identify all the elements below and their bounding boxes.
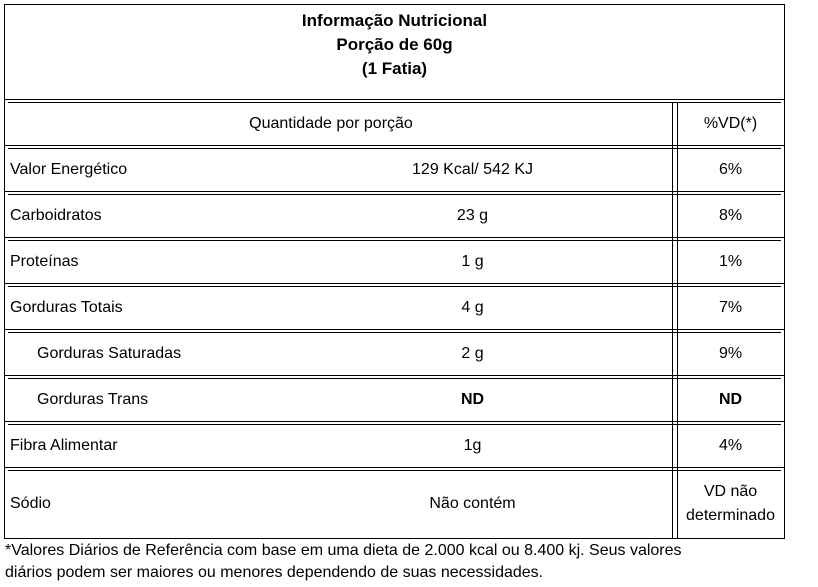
nutrient-vd: 8%: [718, 206, 743, 224]
divider: [5, 375, 784, 376]
divider: [8, 332, 781, 333]
divider: [5, 237, 784, 238]
vd-text-line: VD não: [703, 483, 758, 500]
divider: [8, 424, 781, 425]
divider: [5, 191, 784, 192]
divider: [8, 240, 781, 241]
vd-header: %VD(*): [703, 114, 758, 132]
nutrient-amount: 1 g: [461, 252, 484, 270]
amount-header: Quantidade por porção: [249, 114, 413, 132]
serving-unit: (1 Fatia): [361, 59, 428, 78]
footnote: *Valores Diários de Referência com base …: [5, 540, 817, 584]
divider: [5, 329, 784, 330]
table-row: Gorduras Totais 4 g 7%: [5, 286, 784, 329]
table-row: Gorduras Saturadas 2 g 9%: [5, 332, 784, 375]
table-title: Informação Nutricional Porção de 60g (1 …: [5, 5, 784, 100]
nutrient-amount: 23 g: [456, 206, 489, 224]
footnote-line: diários podem ser maiores ou menores dep…: [5, 564, 544, 581]
divider: [5, 467, 784, 468]
table-row: Carboidratos 23 g 8%: [5, 194, 784, 237]
column-divider: [677, 102, 678, 538]
divider: [8, 102, 781, 103]
divider: [8, 194, 781, 195]
nutrient-name: Gorduras Trans: [37, 390, 149, 408]
divider: [5, 145, 784, 146]
divider: [8, 378, 781, 379]
nutrient-name: Sódio: [10, 495, 51, 512]
divider: [5, 421, 784, 422]
nutrient-amount: ND: [460, 390, 485, 408]
nutrient-name: Gorduras Saturadas: [37, 344, 182, 362]
divider: [5, 283, 784, 284]
nutrient-amount: 2 g: [461, 344, 484, 362]
nutrient-vd: 7%: [718, 298, 743, 316]
nutrient-name: Proteínas: [10, 252, 79, 270]
nutrient-vd: 4%: [718, 436, 743, 454]
nutrient-vd: ND: [718, 390, 743, 408]
table-row: Gorduras Trans ND ND: [5, 378, 784, 421]
nutrient-amount: 1g: [463, 436, 482, 454]
divider: [5, 99, 784, 100]
nutrient-name: Fibra Alimentar: [10, 436, 118, 454]
divider: [8, 470, 781, 471]
nutrient-vd: 1%: [718, 252, 743, 270]
nutrient-name: Valor Energético: [10, 160, 128, 178]
nutrient-name: Carboidratos: [10, 206, 102, 224]
divider: [8, 286, 781, 287]
divider: [8, 148, 781, 149]
nutrient-vd: 9%: [718, 344, 743, 362]
nutrient-name: Gorduras Totais: [10, 298, 123, 316]
footnote-line: *Valores Diários de Referência com base …: [5, 542, 682, 559]
nutrient-amount: Não contém: [429, 495, 516, 512]
nutrition-table: Informação Nutricional Porção de 60g (1 …: [4, 4, 785, 539]
nutrient-amount: 129 Kcal/ 542 KJ: [412, 160, 533, 178]
vd-text-line: determinado: [686, 507, 775, 524]
nutrient-vd: VD não determinado: [677, 470, 784, 538]
column-divider: [672, 102, 673, 538]
table-row: Valor Energético 129 Kcal/ 542 KJ 6%: [5, 148, 784, 191]
table-row: Proteínas 1 g 1%: [5, 240, 784, 283]
table-row: Sódio Não contém VD não determinado: [5, 470, 784, 538]
header-row: Quantidade por porção %VD(*): [5, 102, 784, 145]
table-row: Fibra Alimentar 1g 4%: [5, 424, 784, 467]
nutrient-vd: 6%: [718, 160, 743, 178]
title-heading: Informação Nutricional: [301, 11, 488, 30]
nutrient-amount: 4 g: [461, 298, 484, 316]
serving-size: Porção de 60g: [336, 35, 453, 54]
